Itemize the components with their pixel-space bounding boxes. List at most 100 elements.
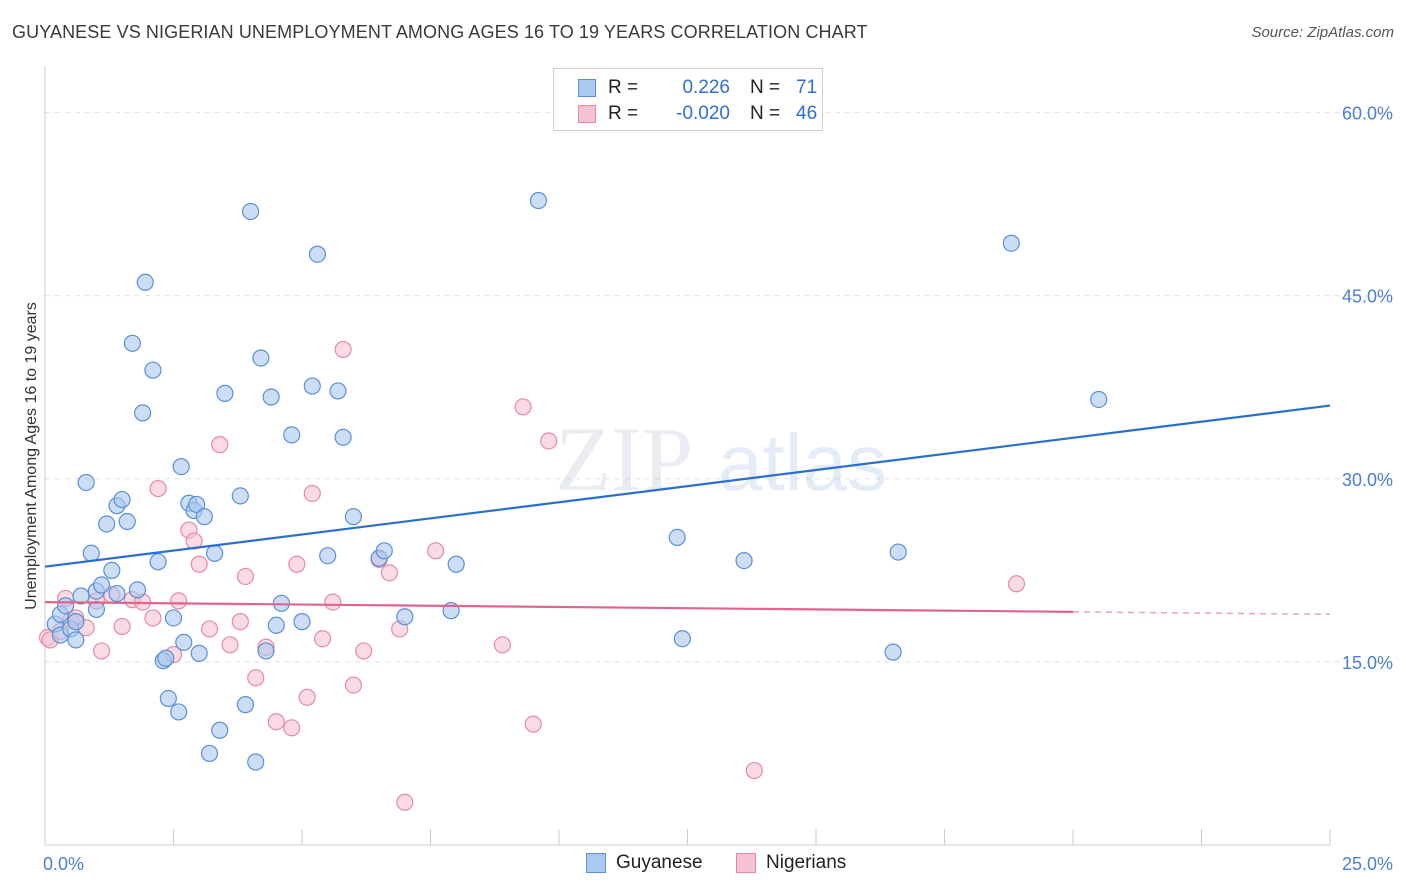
nigerians-point [221,636,239,654]
guyanese-point [529,191,548,210]
guyanese-point [1090,390,1108,409]
nigerians-point [247,669,265,687]
r-label: R = [608,103,639,124]
guyanese-point [77,473,95,492]
y-tick-labels: 15.0% 30.0% 45.0% 60.0% [1342,104,1393,673]
axes [44,66,1331,846]
nigerians-trend-line [44,600,1074,613]
guyanese-point [242,202,260,221]
guyanese-point [211,721,229,739]
guyanese-point [889,543,907,561]
correlation-legend: R = 0.226 N = 71 R = -0.020 N = 46 [553,68,823,131]
guyanese-point [113,490,131,509]
watermark: ZIP atlas [555,408,887,510]
guyanese-point [159,689,177,708]
x-tick-labels: 0.0% 25.0% [43,854,1393,874]
guyanese-point [267,616,285,634]
guyanese-point [134,404,152,422]
r-label: R = [608,77,639,98]
nigerians-point [344,676,362,694]
nigerians-point [514,398,532,416]
guyanese-point [303,377,321,395]
nigerians-point [334,340,352,359]
nigerians-swatch [578,105,596,123]
nigerians-point [92,642,111,660]
nigerians-point [149,479,167,498]
guyanese-point [329,382,347,400]
nigerians-n-value: 46 [796,103,818,124]
guyanese-point [98,515,116,533]
guyanese-point [308,245,327,263]
guyanese-point [375,542,393,560]
nigerians-point [298,688,316,706]
nigerians-point [427,542,445,560]
y-axis-label: Unemployment Among Ages 16 to 19 years [23,302,40,610]
guyanese-r-value: 0.226 [682,77,730,98]
nigerians-point [1007,575,1026,593]
guyanese-point [136,273,154,291]
nigerians-points [38,340,1026,811]
x-tick-label-min: 0.0% [43,854,84,874]
guyanese-point [157,649,175,667]
guyanese-point [293,613,311,631]
nigerians-point [493,636,512,654]
guyanese-point [103,561,121,579]
y-tick-label: 60.0% [1342,104,1393,124]
legend-row-nigerians: R = -0.020 N = 46 [578,101,817,127]
nigerians-point [524,715,542,733]
guyanese-point [1002,234,1020,252]
trend-lines [44,404,1331,616]
nigerians-point [288,555,306,573]
guyanese-point [668,528,686,547]
legend-item-nigerians[interactable]: Nigerians [736,852,846,874]
nigerians-point [396,793,414,811]
guyanese-point [175,633,193,651]
nigerians-point [144,609,162,627]
nigerians-point [170,592,188,610]
guyanese-point [396,608,414,626]
guyanese-point [262,388,280,406]
nigerians-point [283,719,301,737]
nigerians-point [211,436,229,454]
guyanese-point [344,508,362,526]
guyanese-point [206,544,224,562]
guyanese-point [188,495,206,514]
guyanese-point [735,551,753,570]
guyanese-point [67,613,85,631]
nigerians-point [313,630,332,648]
nigerians-legend-swatch [736,853,756,873]
guyanese-point [447,555,465,573]
guyanese-point [195,508,213,526]
nigerians-point [190,555,208,573]
guyanese-point [92,576,111,594]
nigerians-point [380,564,398,582]
legend-item-guyanese[interactable]: Guyanese [586,852,703,874]
guyanese-point [67,631,85,649]
nigerians-point [236,567,255,586]
guyanese-point [319,547,337,565]
guyanese-point [252,349,270,367]
legend-row-guyanese: R = 0.226 N = 71 [578,75,817,101]
n-label: N = [750,103,781,124]
guyanese-point [164,609,183,627]
guyanese-point [673,630,691,648]
nigerians-r-value: -0.020 [676,103,730,124]
x-tick-label-max: 25.0% [1342,854,1393,874]
guyanese-point [149,553,167,571]
guyanese-point [247,753,265,771]
guyanese-point [231,487,249,505]
guyanese-point [108,584,126,603]
guyanese-point [128,581,147,599]
guyanese-point [123,334,141,352]
nigerians-point [745,761,763,780]
guyanese-point [87,600,106,619]
guyanese-point [236,696,255,714]
guyanese-point [283,426,301,444]
guyanese-legend-label: Guyanese [616,852,703,873]
guyanese-point [200,744,219,763]
guyanese-point [172,458,190,476]
guyanese-point [56,597,75,615]
nigerians-point [231,613,249,631]
nigerians-trend-extension [1072,611,1331,616]
guyanese-points [46,191,1108,771]
